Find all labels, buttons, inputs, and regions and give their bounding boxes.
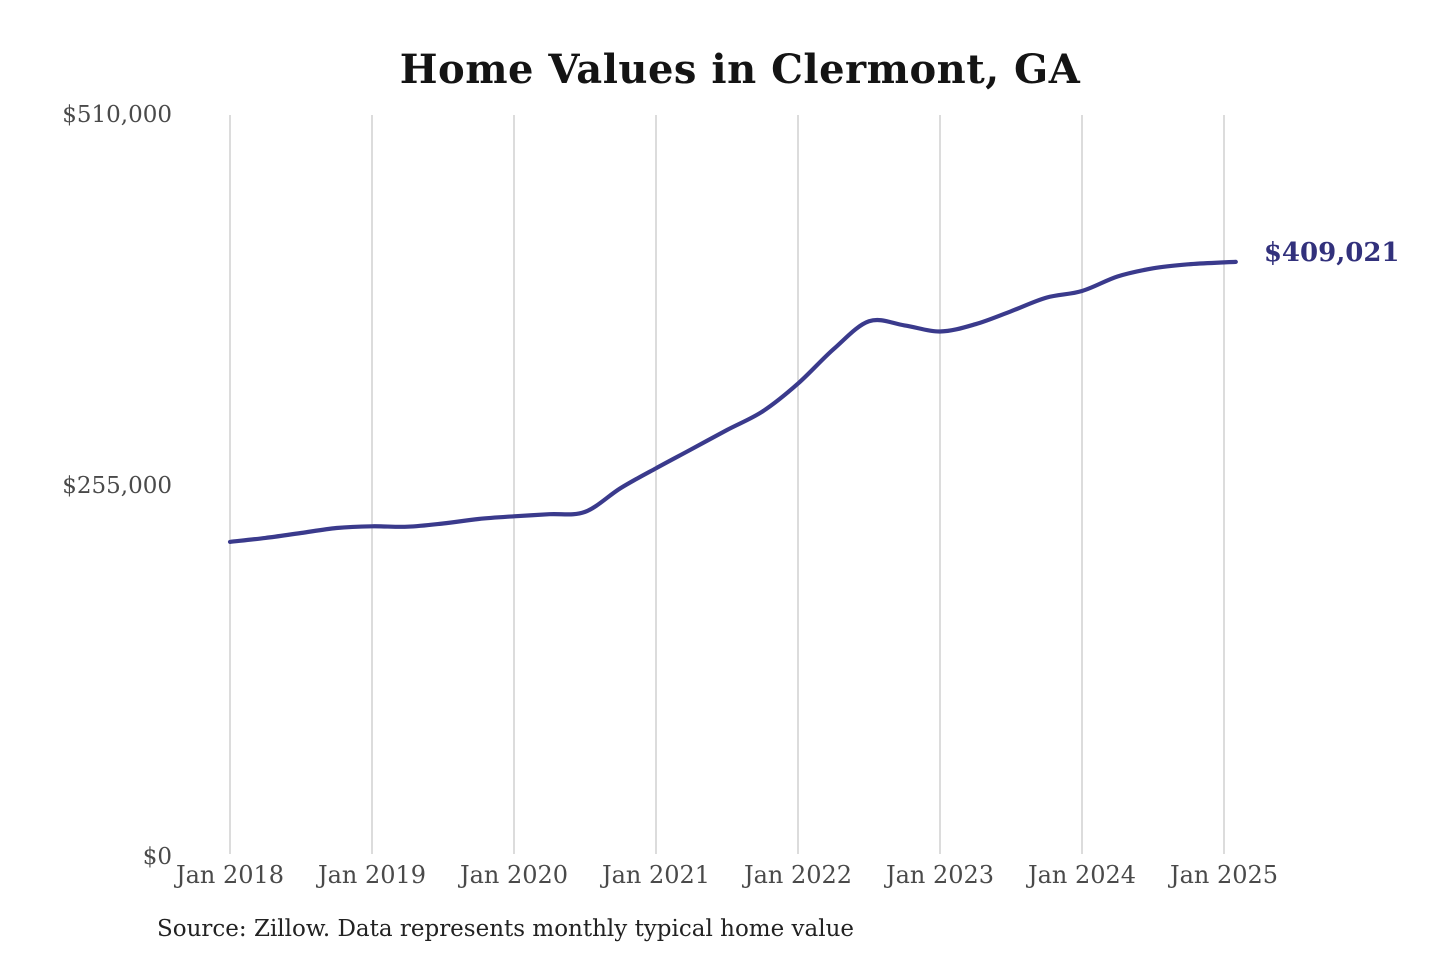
- y-axis-tick-label: $0: [142, 844, 172, 870]
- x-axis-tick-label: Jan 2023: [885, 861, 995, 889]
- source-note: Source: Zillow. Data represents monthly …: [157, 916, 855, 942]
- y-axis-tick-label: $255,000: [62, 473, 172, 499]
- home-value-line-series: [227, 259, 1238, 544]
- chart-title: Home Values in Clermont, GA: [399, 46, 1081, 93]
- x-axis-tick-label: Jan 2024: [1027, 861, 1137, 889]
- x-axis-tick-label: Jan 2020: [459, 861, 569, 889]
- x-axis-tick-label: Jan 2021: [601, 861, 711, 889]
- x-axis-tick-label: Jan 2022: [743, 861, 853, 889]
- latest-value-label: $409,021: [1263, 237, 1400, 268]
- x-axis-tick-label: Jan 2025: [1169, 861, 1279, 889]
- y-axis-tick-label: $510,000: [62, 102, 172, 128]
- x-axis-tick-label: Jan 2018: [175, 861, 285, 889]
- x-axis-tick-label: Jan 2019: [317, 861, 427, 889]
